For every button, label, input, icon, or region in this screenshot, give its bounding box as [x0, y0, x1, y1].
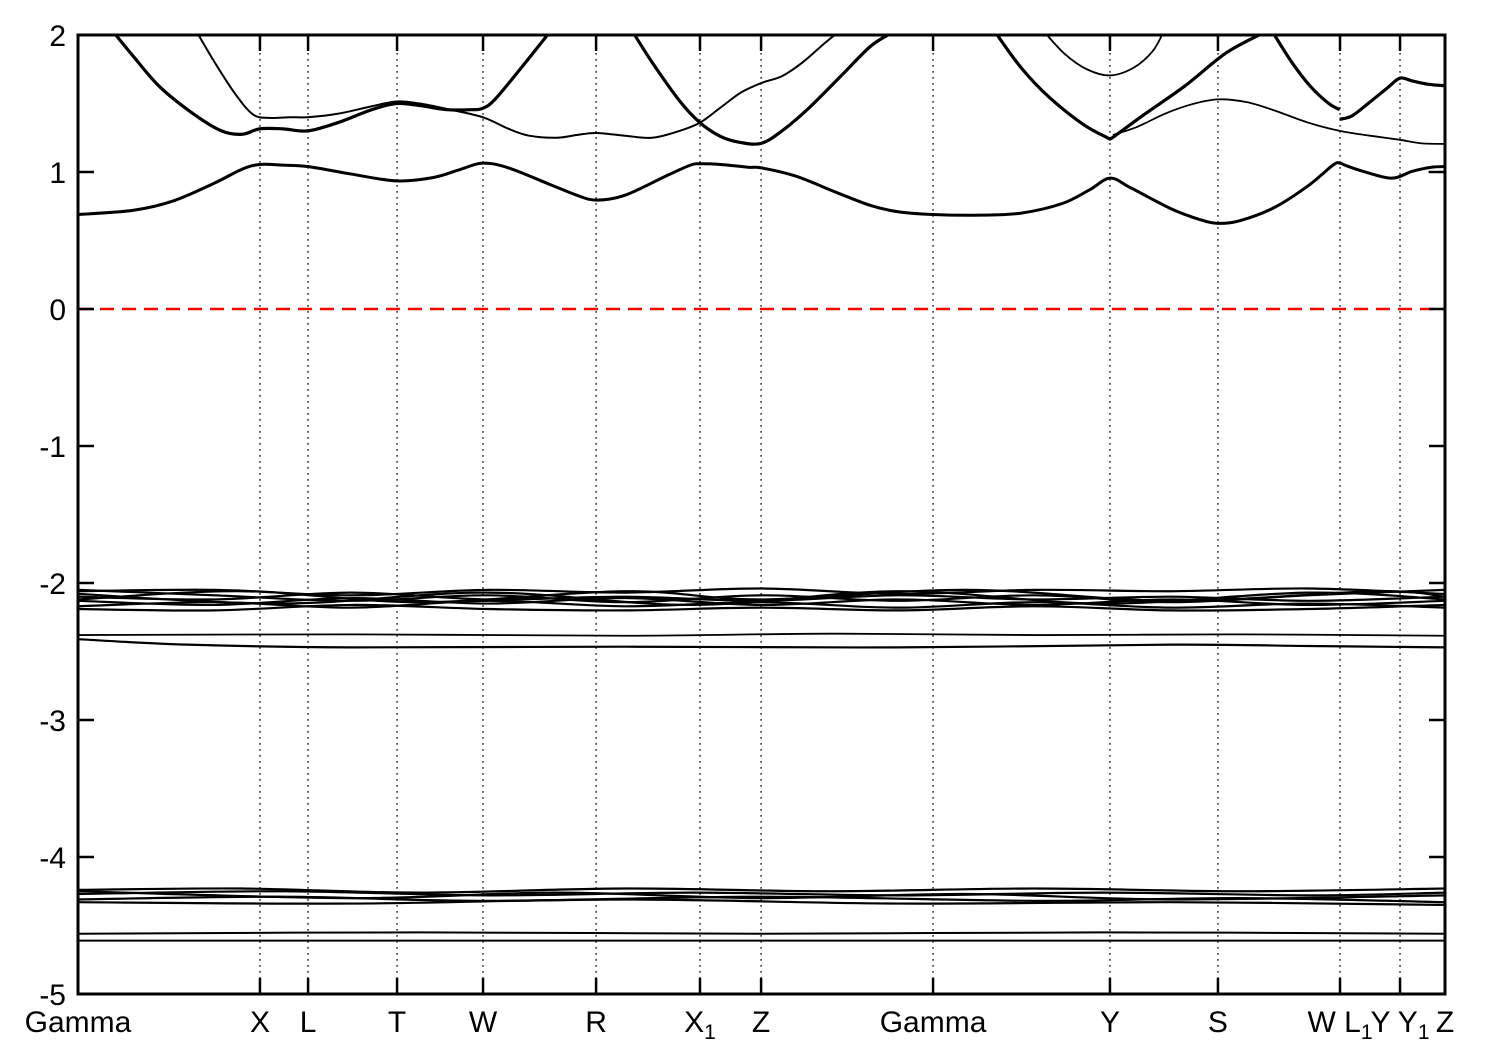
band-line-conduction-8: [1272, 35, 1341, 112]
k-point-label: Y Y1: [1371, 1006, 1430, 1044]
band-line-valence-c1: [78, 887, 1445, 894]
y-tick-label: -2: [39, 568, 66, 601]
band-line-conduction-3: [197, 35, 837, 139]
band-line-conduction-8-l1y: [1339, 76, 1445, 121]
k-point-label: X1: [684, 1006, 716, 1044]
k-point-label: Y: [1100, 1006, 1120, 1039]
band-line-valence-c5: [78, 898, 1445, 907]
y-tick-label: 1: [49, 157, 66, 190]
band-line-conduction-4: [632, 35, 892, 146]
k-point-label: W: [469, 1006, 498, 1039]
y-tick-label: 2: [49, 20, 66, 53]
plot-border: [76, 33, 1447, 996]
band-line-valence-b1: [78, 632, 1445, 637]
k-point-label: Gamma: [880, 1006, 987, 1039]
k-point-label: S: [1208, 1006, 1228, 1039]
y-tick-label: 0: [49, 294, 66, 327]
k-point-label: Z: [752, 1006, 770, 1039]
k-point-label: X: [250, 1006, 270, 1039]
band-line-conduction-5: [995, 35, 1263, 141]
band-line-conduction-lowest: [78, 161, 1445, 225]
k-point-label: L: [300, 1006, 317, 1039]
band-line-valence-c2: [78, 890, 1445, 897]
k-point-label: W L1: [1307, 1006, 1372, 1044]
y-tick-label: -1: [39, 431, 66, 464]
band-line-valence-c4: [78, 895, 1445, 904]
y-tick-label: -5: [39, 979, 66, 1012]
band-line-valence-a8: [78, 588, 1445, 604]
k-point-label: T: [388, 1006, 406, 1039]
band-line-conduction-2: [113, 35, 550, 137]
k-point-label: Z: [1436, 1006, 1454, 1039]
band-line-conduction-6: [1045, 35, 1164, 77]
band-line-valence-d1: [78, 931, 1445, 935]
band-line-conduction-7-arch: [1112, 98, 1445, 145]
k-point-label: R: [585, 1006, 607, 1039]
y-tick-label: -4: [39, 842, 66, 875]
band-line-valence-a6: [78, 603, 1445, 612]
band-line-valence-b2: [78, 638, 1445, 649]
k-point-label: Gamma: [25, 1006, 132, 1039]
y-tick-label: -3: [39, 705, 66, 738]
